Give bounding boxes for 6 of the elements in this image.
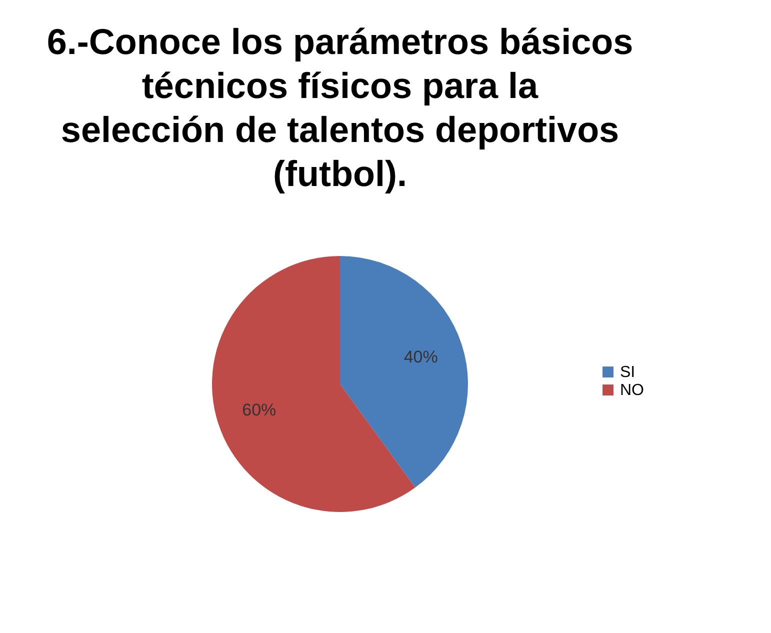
chart-title: 6.-Conoce los parámetros básicos técnicos físicos para la selección de talentos deportivos (futbol). — [46, 21, 634, 194]
pie-slice — [340, 256, 468, 488]
data-label: 40% — [404, 348, 438, 367]
data-label: 60% — [242, 400, 276, 420]
legend-label: NO — [620, 382, 644, 399]
legend-label: SI — [620, 364, 636, 381]
